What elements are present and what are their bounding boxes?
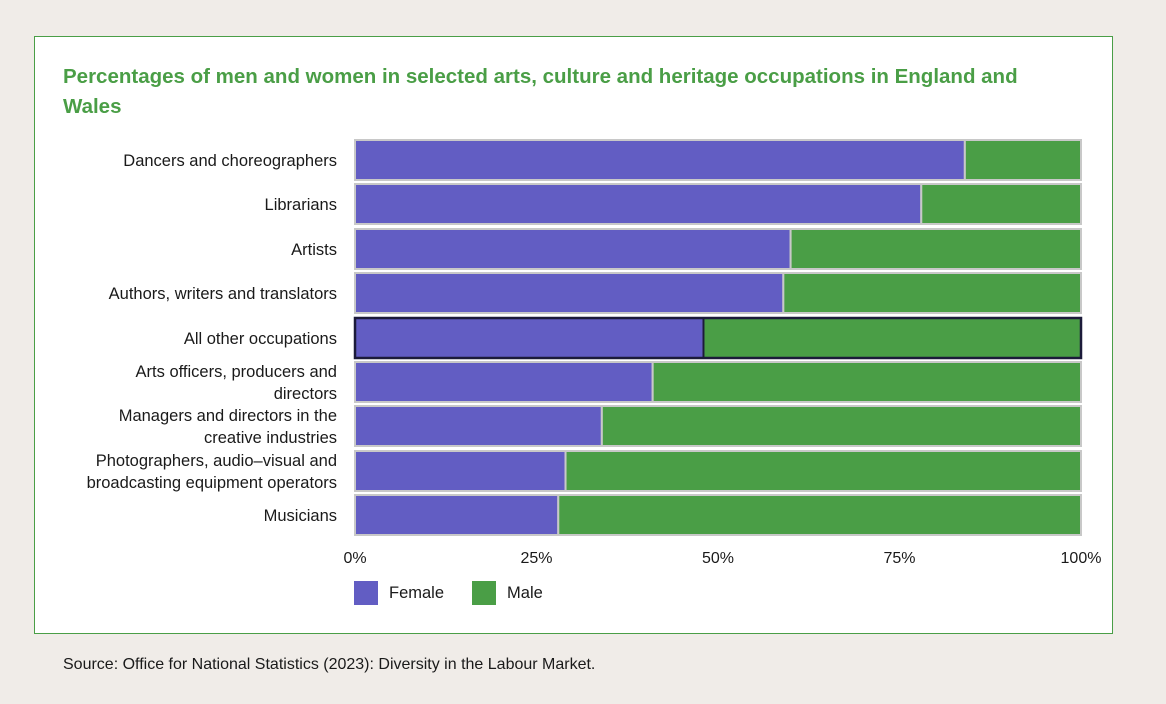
bar-male-librarians (920, 183, 1083, 225)
bar-male-artists (789, 228, 1082, 270)
legend: Female Male (354, 581, 571, 605)
x-tick-label-100: 100% (1061, 550, 1102, 567)
bar-male-managers-and-directors-in-the-creative-industries (600, 405, 1083, 447)
bar-female-managers-and-directors-in-the-creative-industries (354, 405, 603, 447)
x-tick-label-25: 25% (520, 550, 552, 567)
bar-female-all-other-occupations (354, 317, 705, 359)
x-tick-label-50: 50% (702, 550, 734, 567)
category-label-all-other-occupations: All other occupations (184, 330, 337, 348)
chart-title: Percentages of men and women in selected… (63, 65, 1018, 118)
category-label-managers-and-directors-in-the-creative-industries: Managers and directors in the creative in… (119, 407, 337, 447)
bar-male-arts-officers-producers-and-directors (651, 361, 1082, 403)
legend-swatch-female (354, 581, 378, 605)
legend-label-female: Female (389, 583, 445, 602)
legend-label-male: Male (507, 583, 543, 602)
bar-female-photographers-audio-visual-and-broadcasting-equipment-operators (354, 450, 567, 492)
highlight-outline-all-other-occupations (353, 316, 1083, 360)
legend-item-male: Male (472, 581, 543, 605)
bar-female-dancers-and-choreographers (354, 139, 966, 181)
bar-male-all-other-occupations (702, 317, 1082, 359)
category-label-photographers-audio-visual-and-broadcasting-equipment-operators: Photographers, audio–visual and broadcast… (87, 452, 337, 492)
category-label-dancers-and-choreographers: Dancers and choreographers (123, 152, 337, 170)
x-tick-label-75: 75% (883, 550, 915, 567)
legend-item-female: Female (354, 581, 444, 605)
bar-male-authors-writers-and-translators (782, 272, 1083, 314)
category-label-librarians: Librarians (265, 196, 337, 214)
bar-male-photographers-audio-visual-and-broadcasting-equipment-operators (564, 450, 1082, 492)
bar-female-arts-officers-producers-and-directors (354, 361, 654, 403)
bar-female-librarians (354, 183, 923, 225)
bar-male-dancers-and-choreographers (963, 139, 1083, 181)
bar-male-musicians (557, 494, 1082, 536)
category-label-musicians: Musicians (264, 507, 337, 525)
category-label-arts-officers-producers-and-directors: Arts officers, producers and directors (136, 363, 337, 403)
x-tick-label-0: 0% (343, 550, 366, 567)
bar-female-artists (354, 228, 792, 270)
source-note: Source: Office for National Statistics (… (63, 656, 596, 673)
category-label-authors-writers-and-translators: Authors, writers and translators (109, 285, 337, 303)
legend-swatch-male (472, 581, 497, 605)
bar-female-musicians (354, 494, 560, 536)
category-label-artists: Artists (291, 241, 337, 259)
bar-female-authors-writers-and-translators (354, 272, 785, 314)
